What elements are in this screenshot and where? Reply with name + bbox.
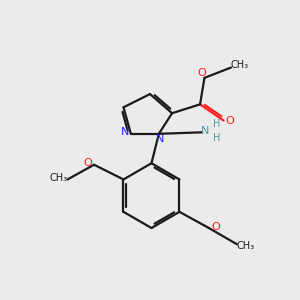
Text: O: O	[198, 68, 206, 78]
Text: H: H	[213, 133, 220, 143]
Text: CH₃: CH₃	[230, 60, 248, 70]
Text: O: O	[226, 116, 235, 126]
Text: CH₃: CH₃	[50, 173, 68, 183]
Text: N: N	[122, 127, 130, 137]
Text: CH₃: CH₃	[237, 241, 255, 251]
Text: N: N	[201, 126, 209, 136]
Text: O: O	[211, 222, 220, 232]
Text: N: N	[155, 134, 164, 144]
Text: H: H	[213, 119, 220, 129]
Text: O: O	[83, 158, 92, 168]
